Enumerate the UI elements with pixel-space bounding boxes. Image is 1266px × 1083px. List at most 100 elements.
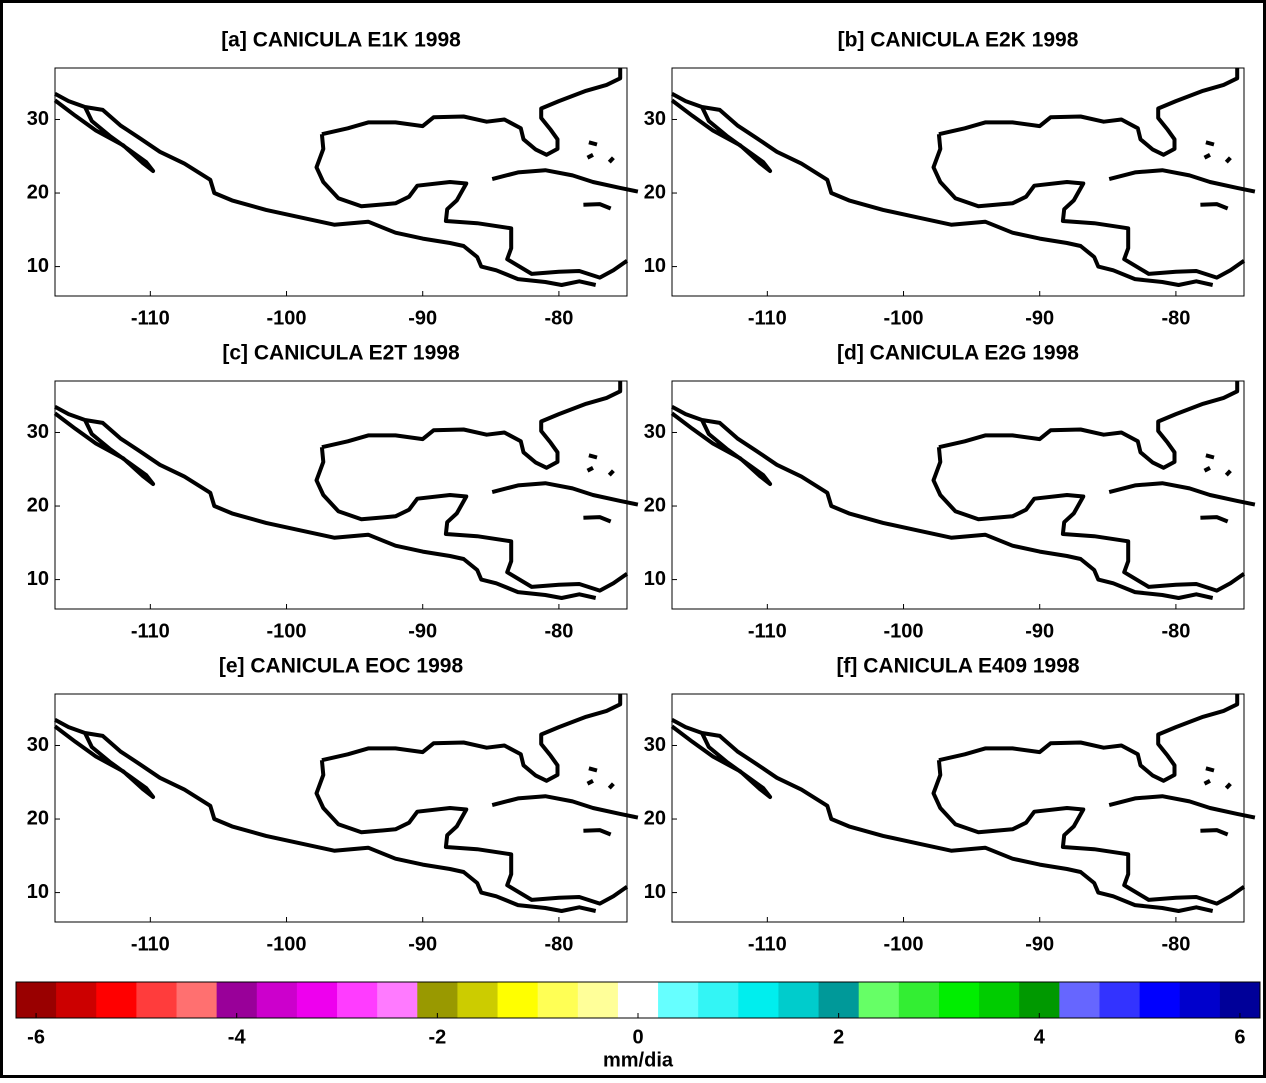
x-tick-label: -110 [748,307,787,329]
color-swatch [296,982,338,1018]
panel-title: [d] CANICULA E2G 1998 [837,342,1079,365]
map-frame [54,67,628,297]
y-tick-label: 10 [644,881,666,903]
coastline [1224,469,1232,477]
color-swatch [1019,982,1060,1018]
coastline [938,68,1240,157]
color-swatch [96,982,137,1018]
coastline [607,469,615,477]
y-tick-label: 20 [644,181,666,203]
x-tick-label: -90 [1025,620,1054,642]
x-tick-label: -100 [884,620,924,642]
coastline [586,779,594,786]
x-tick-label: -80 [1161,620,1190,642]
panel-title: [a] CANICULA E1K 1998 [221,29,461,52]
color-swatch [979,982,1020,1018]
color-swatch [256,982,298,1018]
y-tick-label: 30 [644,108,666,130]
coastline [671,91,1214,287]
coastline [586,466,594,473]
coastline [54,404,597,600]
panel-title: [c] CANICULA E2T 1998 [222,342,460,365]
coastline [321,381,623,470]
color-swatch [16,982,57,1018]
y-tick-label: 30 [27,734,49,756]
color-swatch [377,982,418,1018]
color-swatch [1179,982,1221,1018]
y-tick-label: 20 [27,181,49,203]
coastline [671,404,1214,600]
color-swatch [778,982,820,1018]
coastline [491,168,639,194]
coastline [1108,794,1256,820]
x-tick-label: -110 [748,933,787,955]
y-tick-label: 30 [27,108,49,130]
x-tick-label: -90 [408,620,437,642]
x-tick-label: -90 [408,307,437,329]
y-tick-label: 20 [27,494,49,516]
coastline [491,794,639,820]
x-tick-label: -100 [267,620,307,642]
map-frame [671,380,1245,610]
x-tick-label: -100 [884,307,924,329]
colorbar-tick-label: 0 [632,1026,643,1048]
color-swatch [56,982,97,1018]
coastline [670,98,773,173]
coastline [53,724,156,799]
y-tick-label: 10 [27,881,49,903]
color-swatch [698,982,739,1018]
color-swatch [537,982,579,1018]
panel-title: [f] CANICULA E409 1998 [836,655,1079,678]
coastline [586,153,594,160]
coastline [1108,481,1256,507]
coastline [1224,782,1232,790]
x-tick-label: -80 [544,620,573,642]
coastline [321,68,623,157]
coastline [1205,766,1215,773]
coastline [1203,779,1211,786]
x-tick-label: -80 [1161,933,1190,955]
coastline [1224,156,1232,164]
coastline [1203,153,1211,160]
map-frame [54,693,628,923]
coastline [1205,140,1215,147]
coastline [1200,515,1229,524]
color-swatch [1059,982,1100,1018]
x-tick-label: -110 [131,620,170,642]
coastline [938,694,1240,783]
y-tick-label: 20 [644,807,666,829]
x-tick-label: -100 [884,933,924,955]
coastline [314,134,629,280]
coastline [491,481,639,507]
map-frame [671,67,1245,297]
coastline [1200,202,1229,211]
coastline [931,760,1246,906]
color-swatch [417,982,458,1018]
y-tick-label: 20 [644,494,666,516]
coastline [588,453,598,460]
coastline [607,782,615,790]
color-swatch [1139,982,1181,1018]
x-tick-label: -80 [544,307,573,329]
coastline [607,156,615,164]
x-tick-label: -80 [1161,307,1190,329]
y-tick-label: 30 [644,734,666,756]
color-swatch [898,982,940,1018]
coastline [321,694,623,783]
color-swatch [577,982,619,1018]
coastline [931,134,1246,280]
coastline [931,447,1246,593]
x-tick-label: -90 [408,933,437,955]
y-tick-label: 20 [27,807,49,829]
y-tick-label: 10 [27,255,49,277]
color-swatch [617,982,659,1018]
color-swatch [457,982,499,1018]
x-tick-label: -110 [748,620,787,642]
y-tick-label: 30 [27,421,49,443]
color-swatch [938,982,980,1018]
coastline [1108,168,1256,194]
color-swatch [858,982,900,1018]
coastline [1205,453,1215,460]
